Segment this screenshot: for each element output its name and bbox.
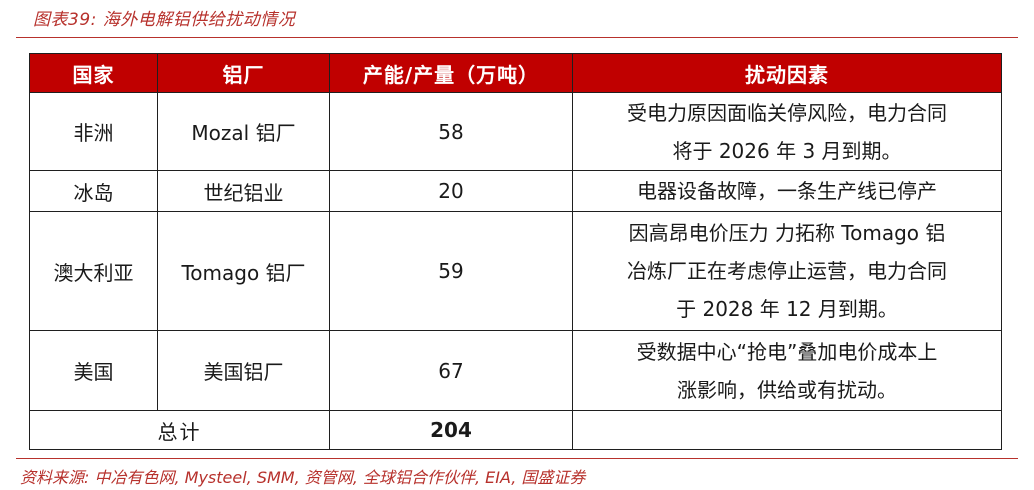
table-header-row: 国家 铝厂 产能/产量（万吨） 扰动因素 (29, 53, 1002, 93)
header-country: 国家 (29, 53, 158, 93)
total-value: 204 (329, 410, 573, 450)
cell-capacity: 58 (329, 92, 573, 171)
header-factor: 扰动因素 (572, 53, 1002, 93)
source-divider (16, 458, 1018, 459)
cell-capacity: 59 (329, 211, 573, 331)
cell-country: 美国 (29, 330, 158, 411)
table-row: 冰岛 世纪铝业 20 电器设备故障，一条生产线已停产 (29, 170, 1002, 212)
cell-factor: 受电力原因面临关停风险，电力合同 将于 2026 年 3 月到期。 (572, 92, 1002, 171)
table-row: 非洲 Mozal 铝厂 58 受电力原因面临关停风险，电力合同 将于 2026 … (29, 92, 1002, 171)
cell-plant: Tomago 铝厂 (157, 211, 330, 331)
cell-plant: 世纪铝业 (157, 170, 330, 212)
cell-country: 冰岛 (29, 170, 158, 212)
table-row: 美国 美国铝厂 67 受数据中心“抢电”叠加电价成本上 涨影响，供给或有扰动。 (29, 330, 1002, 411)
total-row: 总计 204 (29, 410, 1002, 450)
header-capacity: 产能/产量（万吨） (329, 53, 573, 93)
factor-line: 于 2028 年 12 月到期。 (676, 297, 898, 321)
factor-line: 受电力原因面临关停风险，电力合同 (627, 100, 947, 125)
cell-factor: 受数据中心“抢电”叠加电价成本上 涨影响，供给或有扰动。 (572, 330, 1002, 411)
supply-disruption-table: 国家 铝厂 产能/产量（万吨） 扰动因素 非洲 Mozal 铝厂 58 受电力原… (29, 53, 1002, 450)
factor-line: 因高昂电价压力 力拓称 Tomago 铝 (628, 221, 946, 245)
figure-title: 图表39: 海外电解铝供给扰动情况 (33, 10, 296, 30)
cell-plant: 美国铝厂 (157, 330, 330, 411)
total-empty-cell (572, 410, 1002, 450)
title-divider (16, 37, 1018, 38)
cell-factor: 电器设备故障，一条生产线已停产 (572, 170, 1002, 212)
factor-line: 冶炼厂正在考虑停止运营，电力合同 (627, 259, 947, 283)
factor-line: 涨影响，供给或有扰动。 (677, 377, 897, 402)
cell-country: 非洲 (29, 92, 158, 171)
factor-line: 将于 2026 年 3 月到期。 (672, 138, 902, 163)
factor-line: 受数据中心“抢电”叠加电价成本上 (636, 339, 938, 364)
table-row: 澳大利亚 Tomago 铝厂 59 因高昂电价压力 力拓称 Tomago 铝 冶… (29, 211, 1002, 331)
total-label: 总计 (29, 410, 330, 450)
cell-capacity: 67 (329, 330, 573, 411)
factor-line: 电器设备故障，一条生产线已停产 (637, 179, 937, 203)
source-note: 资料来源: 中冶有色网, Mysteel, SMM, 资管网, 全球铝合作伙伴,… (20, 468, 586, 487)
cell-country: 澳大利亚 (29, 211, 158, 331)
cell-factor: 因高昂电价压力 力拓称 Tomago 铝 冶炼厂正在考虑停止运营，电力合同 于 … (572, 211, 1002, 331)
cell-capacity: 20 (329, 170, 573, 212)
cell-plant: Mozal 铝厂 (157, 92, 330, 171)
header-plant: 铝厂 (157, 53, 330, 93)
